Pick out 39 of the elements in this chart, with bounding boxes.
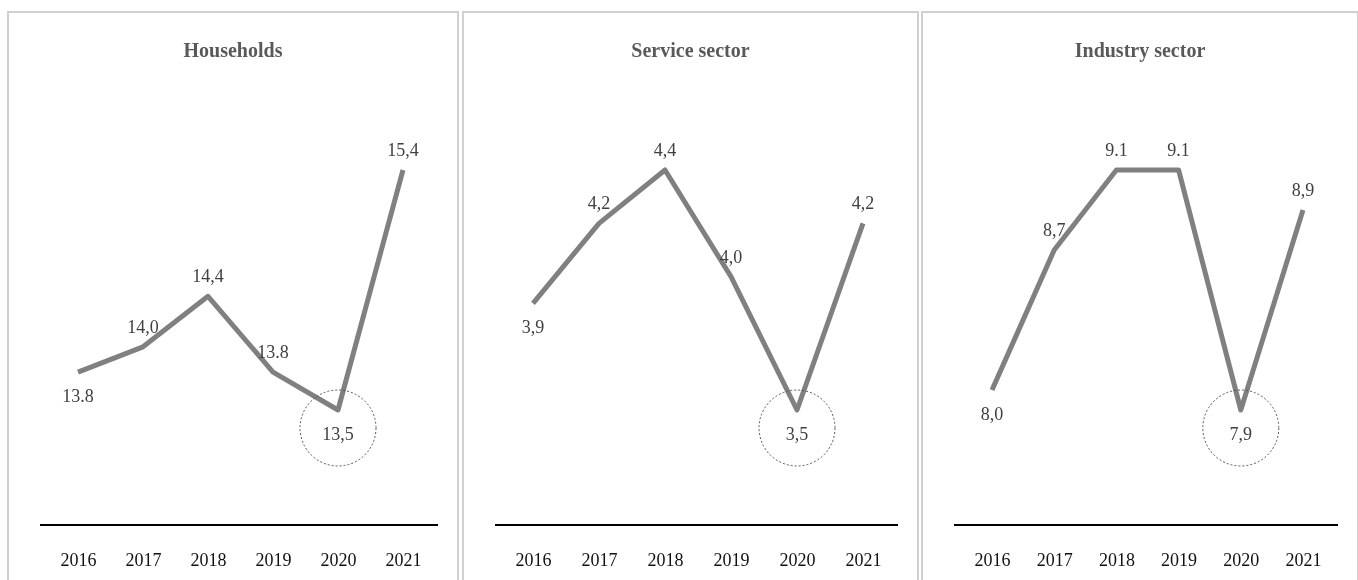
chart-title: Industry sector [1074, 39, 1206, 62]
x-tick-label: 2016 [974, 549, 1011, 570]
data-label: 13.8 [257, 342, 289, 363]
data-label: 3,9 [521, 317, 545, 338]
data-label: 8,7 [1042, 220, 1066, 240]
x-tick-label: 2017 [1036, 549, 1073, 570]
data-label: 8,9 [1291, 180, 1315, 200]
data-label: 7,9 [1229, 424, 1253, 444]
x-tick-label: 2018 [190, 549, 227, 570]
x-tick-label: 2019 [1161, 549, 1198, 570]
chart-title: Service sector [631, 39, 750, 61]
data-label: 13.8 [62, 386, 94, 407]
x-tick-label: 2020 [779, 549, 816, 570]
x-tick-label: 2017 [581, 549, 618, 570]
x-tick-label: 2018 [647, 549, 684, 570]
x-tick-label: 2021 [1285, 549, 1322, 570]
x-tick-label: 2019 [255, 549, 292, 570]
x-tick-label: 2021 [385, 549, 422, 570]
x-tick-label: 2016 [60, 549, 97, 570]
data-label: 4,0 [719, 246, 743, 267]
data-label: 14,0 [127, 316, 159, 337]
data-label: 14,4 [192, 266, 224, 287]
x-tick-label: 2016 [515, 549, 552, 570]
data-label: 3,5 [785, 424, 809, 444]
x-tick-label: 2018 [1098, 549, 1135, 570]
x-tick-label: 2019 [713, 549, 750, 570]
data-label: 4,2 [587, 193, 611, 214]
data-label: 8,0 [980, 404, 1004, 424]
x-tick-label: 2020 [1223, 549, 1260, 570]
data-label: 9.1 [1105, 140, 1128, 160]
data-label: 4,2 [851, 193, 875, 214]
x-tick-label: 2017 [125, 549, 162, 570]
data-label: 9.1 [1167, 140, 1190, 160]
data-label: 4,4 [653, 140, 677, 160]
chart-title: Households [183, 39, 283, 61]
x-tick-label: 2021 [845, 549, 882, 570]
data-label: 13,5 [322, 424, 354, 444]
x-tick-label: 2020 [320, 549, 357, 570]
data-label: 15,4 [387, 140, 419, 160]
